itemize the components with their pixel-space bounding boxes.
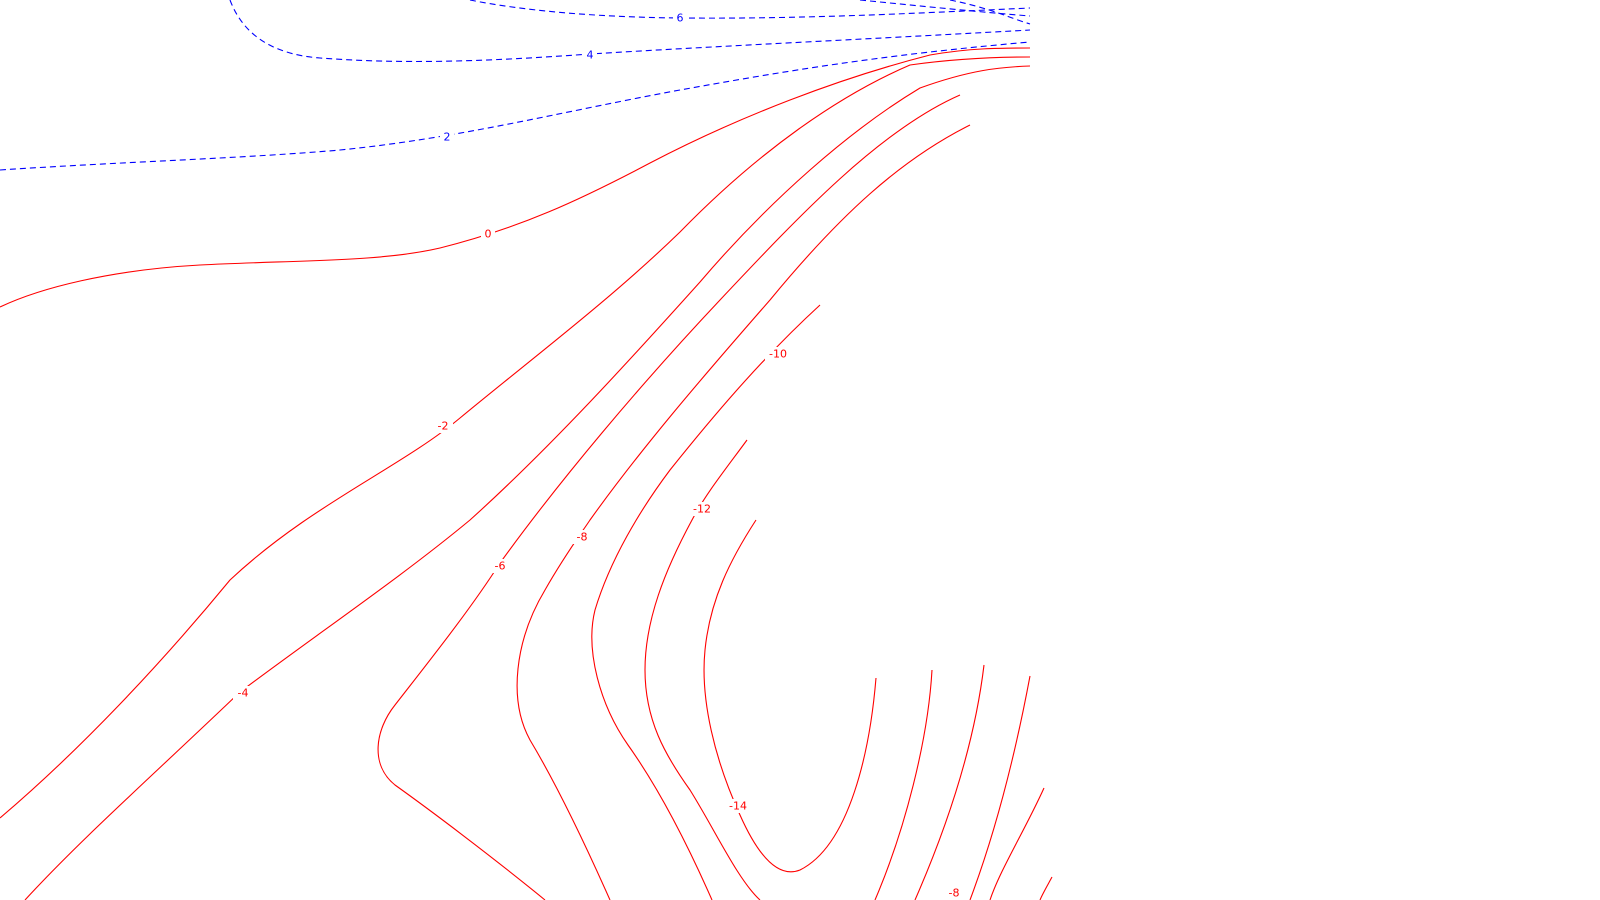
contour-line-level-m8 [516,124,971,900]
contour-label-text: -6 [495,560,506,573]
contour-line-level-m2 [0,56,1031,819]
contour-line-level-m6 [377,94,961,900]
contour-label-text: 4 [587,49,594,62]
contour-label-4: 4 [583,48,597,62]
contour-label-0: 0 [481,227,495,241]
contour-line-level-6b [859,0,1031,17]
contour-label-2: 2 [440,130,454,144]
contour-label-m14: -14 [725,799,751,813]
contour-label-m10: -10 [765,347,791,361]
contour-label-text: 2 [444,131,451,144]
contour-line-level-m4 [24,65,1031,900]
contour-label-6: 6 [673,11,687,25]
contour-label-text: -8 [949,887,960,900]
contour-label-text: 0 [485,228,492,241]
contour-label-m4: -4 [233,686,253,700]
contour-label-m8-lower: -8 [944,886,964,900]
contour-label-m2: -2 [433,419,453,433]
contour-label-text: -14 [729,800,747,813]
contour-labels: 6 4 2 0 -2 -4 -6 -8 [233,11,964,900]
contour-label-m12: -12 [689,502,715,516]
contour-label-text: -8 [577,531,588,544]
contour-line-level-0 [0,47,1031,308]
contour-line-level-m8f [1039,876,1053,900]
contour-line-level-6 [469,0,1031,19]
contour-label-m6: -6 [490,559,510,573]
contour-label-text: -2 [438,420,449,433]
contour-line-level-m14 [703,519,877,873]
contour-line-level-m10 [591,304,821,900]
contour-label-text: -10 [769,348,787,361]
contour-line-level-m8c [914,664,985,900]
contour-label-text: -4 [238,687,249,700]
contour-label-m8: -8 [572,530,592,544]
contour-label-text: -12 [693,503,711,516]
contour-line-level-6c [949,0,1031,25]
contour-label-text: 6 [677,12,684,25]
contour-line-level-m8e [989,787,1045,900]
contour-line-level-4 [229,0,1031,63]
contour-lines [0,0,1053,900]
contour-line-level-m8d [969,675,1031,900]
contour-line-level-2 [0,41,1031,171]
contour-line-level-m8b [874,669,933,900]
